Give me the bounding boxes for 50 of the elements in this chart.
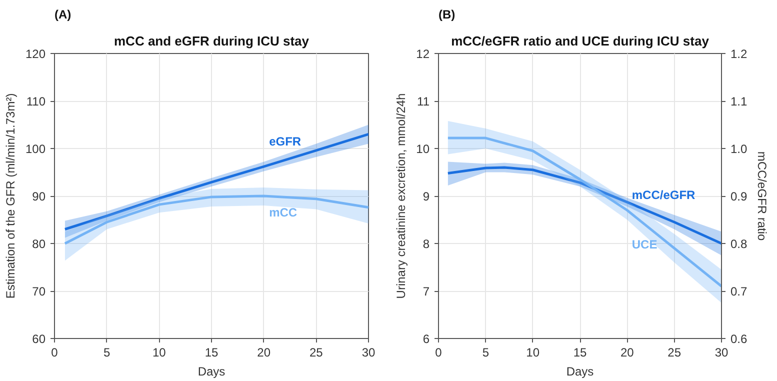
y-axis-title: Urinary creatinine excretion, mmol/24h — [394, 93, 408, 299]
y2-tick-label: 1.2 — [730, 47, 748, 61]
y-tick-label: 10 — [416, 142, 430, 156]
y-tick-label: 6 — [422, 332, 430, 346]
x-tick-label: 15 — [204, 346, 218, 360]
y-tick-label: 8 — [422, 237, 430, 251]
y-tick-label: 120 — [25, 47, 46, 61]
y2-tick-label: 0.6 — [730, 332, 748, 346]
y2-tick-label: 0.9 — [730, 190, 748, 204]
line-series — [64, 194, 368, 245]
text: (A) — [54, 8, 72, 22]
y-tick-label: 100 — [25, 142, 46, 156]
series-label: UCE — [632, 237, 658, 252]
y-tick-label: 11 — [417, 94, 430, 108]
x-tick-label: 0 — [51, 346, 58, 360]
series-label: mCC/eGFR — [632, 188, 696, 202]
x-axis-title: Days — [566, 364, 594, 378]
x-tick-label: 20 — [620, 346, 634, 360]
y2-tick-label: 0.8 — [730, 237, 748, 251]
y2-tick-label: 1.0 — [730, 142, 748, 156]
x-tick-label: 5 — [482, 346, 490, 360]
x-tick-label: 30 — [714, 346, 728, 360]
y-tick-label: 9 — [422, 190, 430, 204]
x-tick-label: 30 — [362, 346, 376, 360]
x-tick-label: 25 — [668, 346, 682, 360]
x-tick-label: 25 — [309, 346, 324, 360]
text: (B) — [438, 8, 456, 22]
y-axis-title: Estimation of the GFR (ml/min/1.73m²) — [3, 93, 18, 299]
x-tick-label: 20 — [257, 346, 271, 360]
chart-title: mCC and eGFR during ICU stay — [114, 34, 310, 48]
series-label: mCC — [269, 205, 298, 220]
series-label: eGFR — [269, 134, 302, 148]
y-tick-label: 90 — [32, 190, 46, 204]
y2-tick-label: 1.1 — [730, 94, 748, 108]
x-tick-label: 10 — [526, 346, 540, 360]
y-tick-label: 80 — [32, 237, 46, 251]
x-tick-label: 10 — [152, 346, 166, 360]
y2-axis-title: mCC/eGFR ratio — [755, 151, 770, 241]
y-tick-label: 7 — [422, 284, 430, 298]
y-tick-label: 60 — [32, 332, 46, 346]
y-tick-label: 70 — [32, 284, 46, 298]
x-tick-label: 5 — [103, 346, 110, 360]
x-tick-label: 15 — [573, 346, 587, 360]
x-tick-label: 0 — [435, 346, 442, 360]
line-series — [446, 136, 722, 288]
y-tick-label: 110 — [26, 94, 46, 108]
y2-tick-label: 0.7 — [730, 284, 748, 298]
y-tick-label: 12 — [416, 47, 430, 61]
x-axis-title: Days — [198, 364, 226, 378]
chart-title: mCC/eGFR ratio and UCE during ICU stay — [451, 34, 710, 48]
